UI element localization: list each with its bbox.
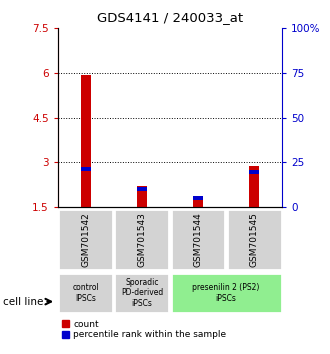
Bar: [137, 185, 147, 207]
FancyBboxPatch shape: [227, 210, 281, 270]
Bar: [81, 167, 91, 171]
Bar: [249, 166, 259, 207]
FancyBboxPatch shape: [58, 273, 113, 313]
Bar: [81, 74, 91, 207]
Title: GDS4141 / 240033_at: GDS4141 / 240033_at: [97, 11, 243, 24]
Bar: [193, 196, 203, 200]
Text: control
IPSCs: control IPSCs: [72, 283, 99, 303]
Text: presenilin 2 (PS2)
iPSCs: presenilin 2 (PS2) iPSCs: [192, 283, 260, 303]
Text: GSM701542: GSM701542: [81, 212, 90, 267]
FancyBboxPatch shape: [171, 273, 281, 313]
FancyBboxPatch shape: [115, 210, 169, 270]
Text: GSM701545: GSM701545: [249, 212, 259, 267]
Text: GSM701543: GSM701543: [137, 212, 147, 267]
Bar: [249, 170, 259, 174]
Legend: count, percentile rank within the sample: count, percentile rank within the sample: [62, 320, 226, 339]
Text: cell line: cell line: [3, 297, 44, 307]
Bar: [193, 196, 203, 207]
FancyBboxPatch shape: [171, 210, 225, 270]
FancyBboxPatch shape: [58, 210, 113, 270]
FancyBboxPatch shape: [115, 273, 169, 313]
Text: Sporadic
PD-derived
iPSCs: Sporadic PD-derived iPSCs: [121, 278, 163, 308]
Text: GSM701544: GSM701544: [193, 212, 203, 267]
Bar: [137, 187, 147, 191]
